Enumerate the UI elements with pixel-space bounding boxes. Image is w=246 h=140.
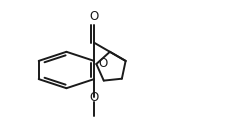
Text: O: O [98, 58, 108, 70]
Text: O: O [90, 91, 99, 104]
Text: O: O [90, 10, 99, 23]
